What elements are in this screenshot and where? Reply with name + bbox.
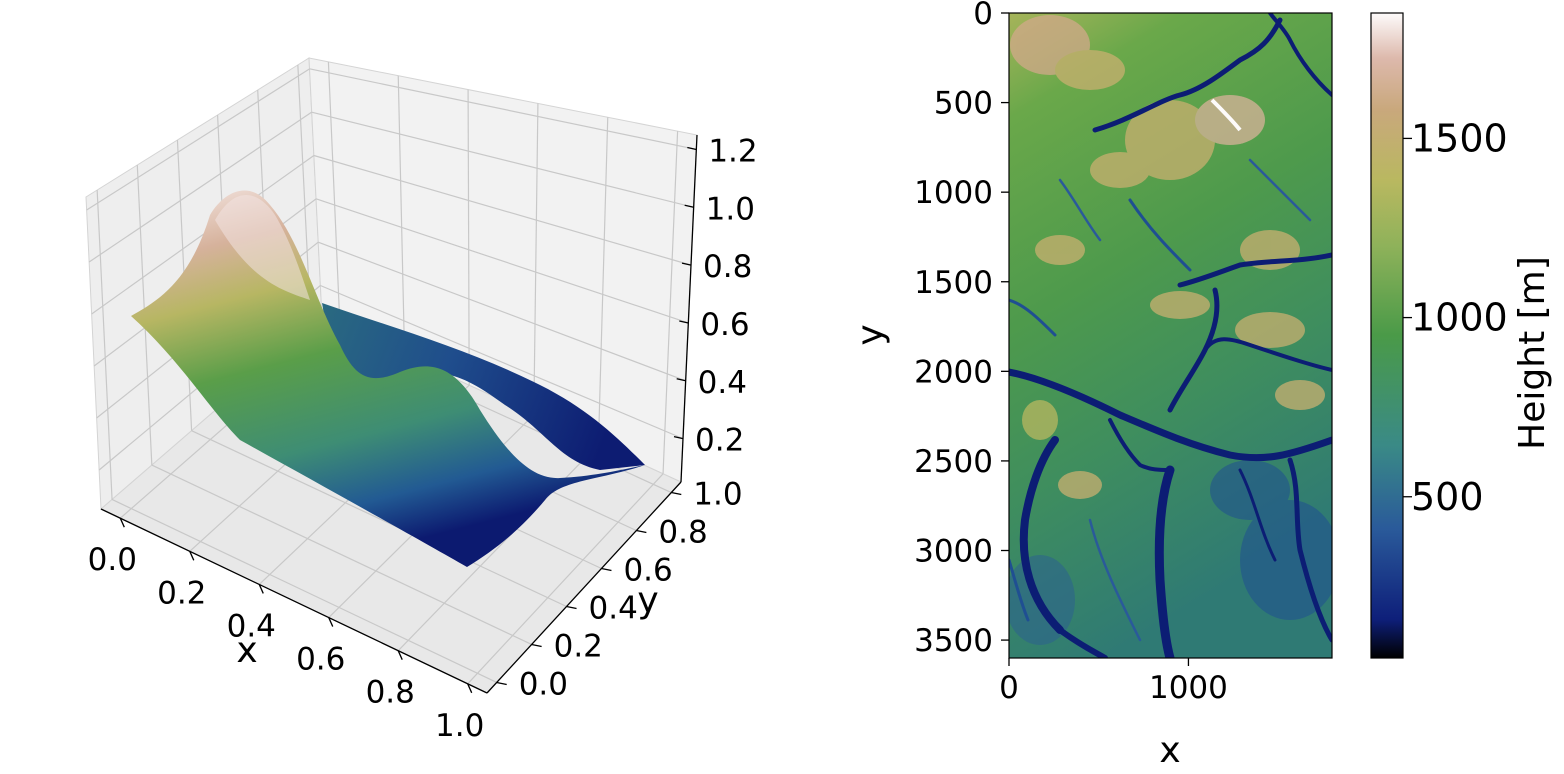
heatmap-x-ticks: 0 1000 [999,658,1228,706]
y-ticks-3d: 0.00.20.40.60.81.0 [496,477,743,702]
x-tick-label-3d: 0.0 [88,542,137,578]
colorbar-label: Height [m] [1512,256,1553,450]
heatmap-y-tick-label: 0 [973,0,993,32]
river-network [1009,13,1332,658]
heatmap-y-tick-label: 500 [934,86,993,122]
heatmap-y-ticks: 0 500 1000 1500 2000 2500 3000 3500 [914,0,1009,659]
surface-back-face [322,303,645,470]
heatmap-y-tick-label: 1000 [914,175,993,211]
surface-plot-3d: 0.00.20.40.60.81.0 0.00.20.40.60.81.0 0.… [85,57,758,744]
colorbar-gradient [1370,12,1404,659]
colorbar-ticks: 500 1000 1500 [1403,116,1508,519]
heatmap-x-tick-label: 1000 [1149,670,1228,706]
z-axis-line [680,134,698,483]
y-tick-label-3d: 0.4 [589,590,638,626]
x-ticks-3d: 0.0 0.2 0.4 0.6 0.8 1.0 [88,517,484,744]
z-tick-label-3d: 0.6 [700,307,749,343]
y-tick-label-3d: 0.0 [519,666,568,702]
heatmap-y-axis-label: y [850,324,891,345]
y-tick-label-3d: 0.8 [658,515,707,551]
y-tick-label-3d: 1.0 [693,477,742,513]
colorbar-tick-label: 1000 [1411,296,1508,340]
z-ticks-3d: 0.2 0.4 0.6 0.8 1.0 1.2 [673,133,758,459]
z-tick-label-3d: 1.2 [708,133,757,169]
x-tick-label-3d: 0.6 [296,642,345,678]
x-tick-label-3d: 0.8 [366,675,415,711]
x-tick-label-3d: 0.4 [227,608,276,644]
y-tick-label-3d: 0.2 [554,628,603,664]
heatmap-frame [1008,12,1333,659]
heatmap-y-tick-label: 2500 [914,444,993,480]
surface [131,190,645,567]
x-tick-label-3d: 1.0 [435,708,484,744]
z-tick-label-3d: 0.2 [695,423,744,459]
colorbar: 500 1000 1500 Height [m] [1370,12,1553,659]
terrain-image [1009,13,1332,658]
surface-ridge-highlight [215,195,310,300]
x-axis-label-3d: x [236,630,257,671]
heatmap-y-tick-label: 3500 [914,623,993,659]
y-tick-label-3d: 0.6 [623,553,672,589]
surface-front-face [131,190,645,567]
heatmap-x-axis-label: x [1159,730,1180,770]
heatmap-y-tick-label: 2000 [914,354,993,390]
y-axis-label-3d: y [637,580,658,621]
highland-patches [1010,15,1325,499]
heatmap-y-tick-label: 3000 [914,534,993,570]
colorbar-tick-label: 500 [1411,475,1484,519]
z-tick-label-3d: 0.8 [703,249,752,285]
z-tick-label-3d: 0.4 [698,365,747,401]
heatmap-plot: 0 500 1000 1500 2000 2500 3000 3500 0 1000 y x [850,0,1333,771]
colorbar-tick-label: 1500 [1411,116,1508,160]
y-axis-line [486,481,682,694]
heatmap-y-tick-label: 1500 [914,265,993,301]
x-axis-line [100,508,488,694]
x-tick-label-3d: 0.2 [157,575,206,611]
heatmap-x-tick-label: 0 [999,670,1019,706]
z-tick-label-3d: 1.0 [706,191,755,227]
